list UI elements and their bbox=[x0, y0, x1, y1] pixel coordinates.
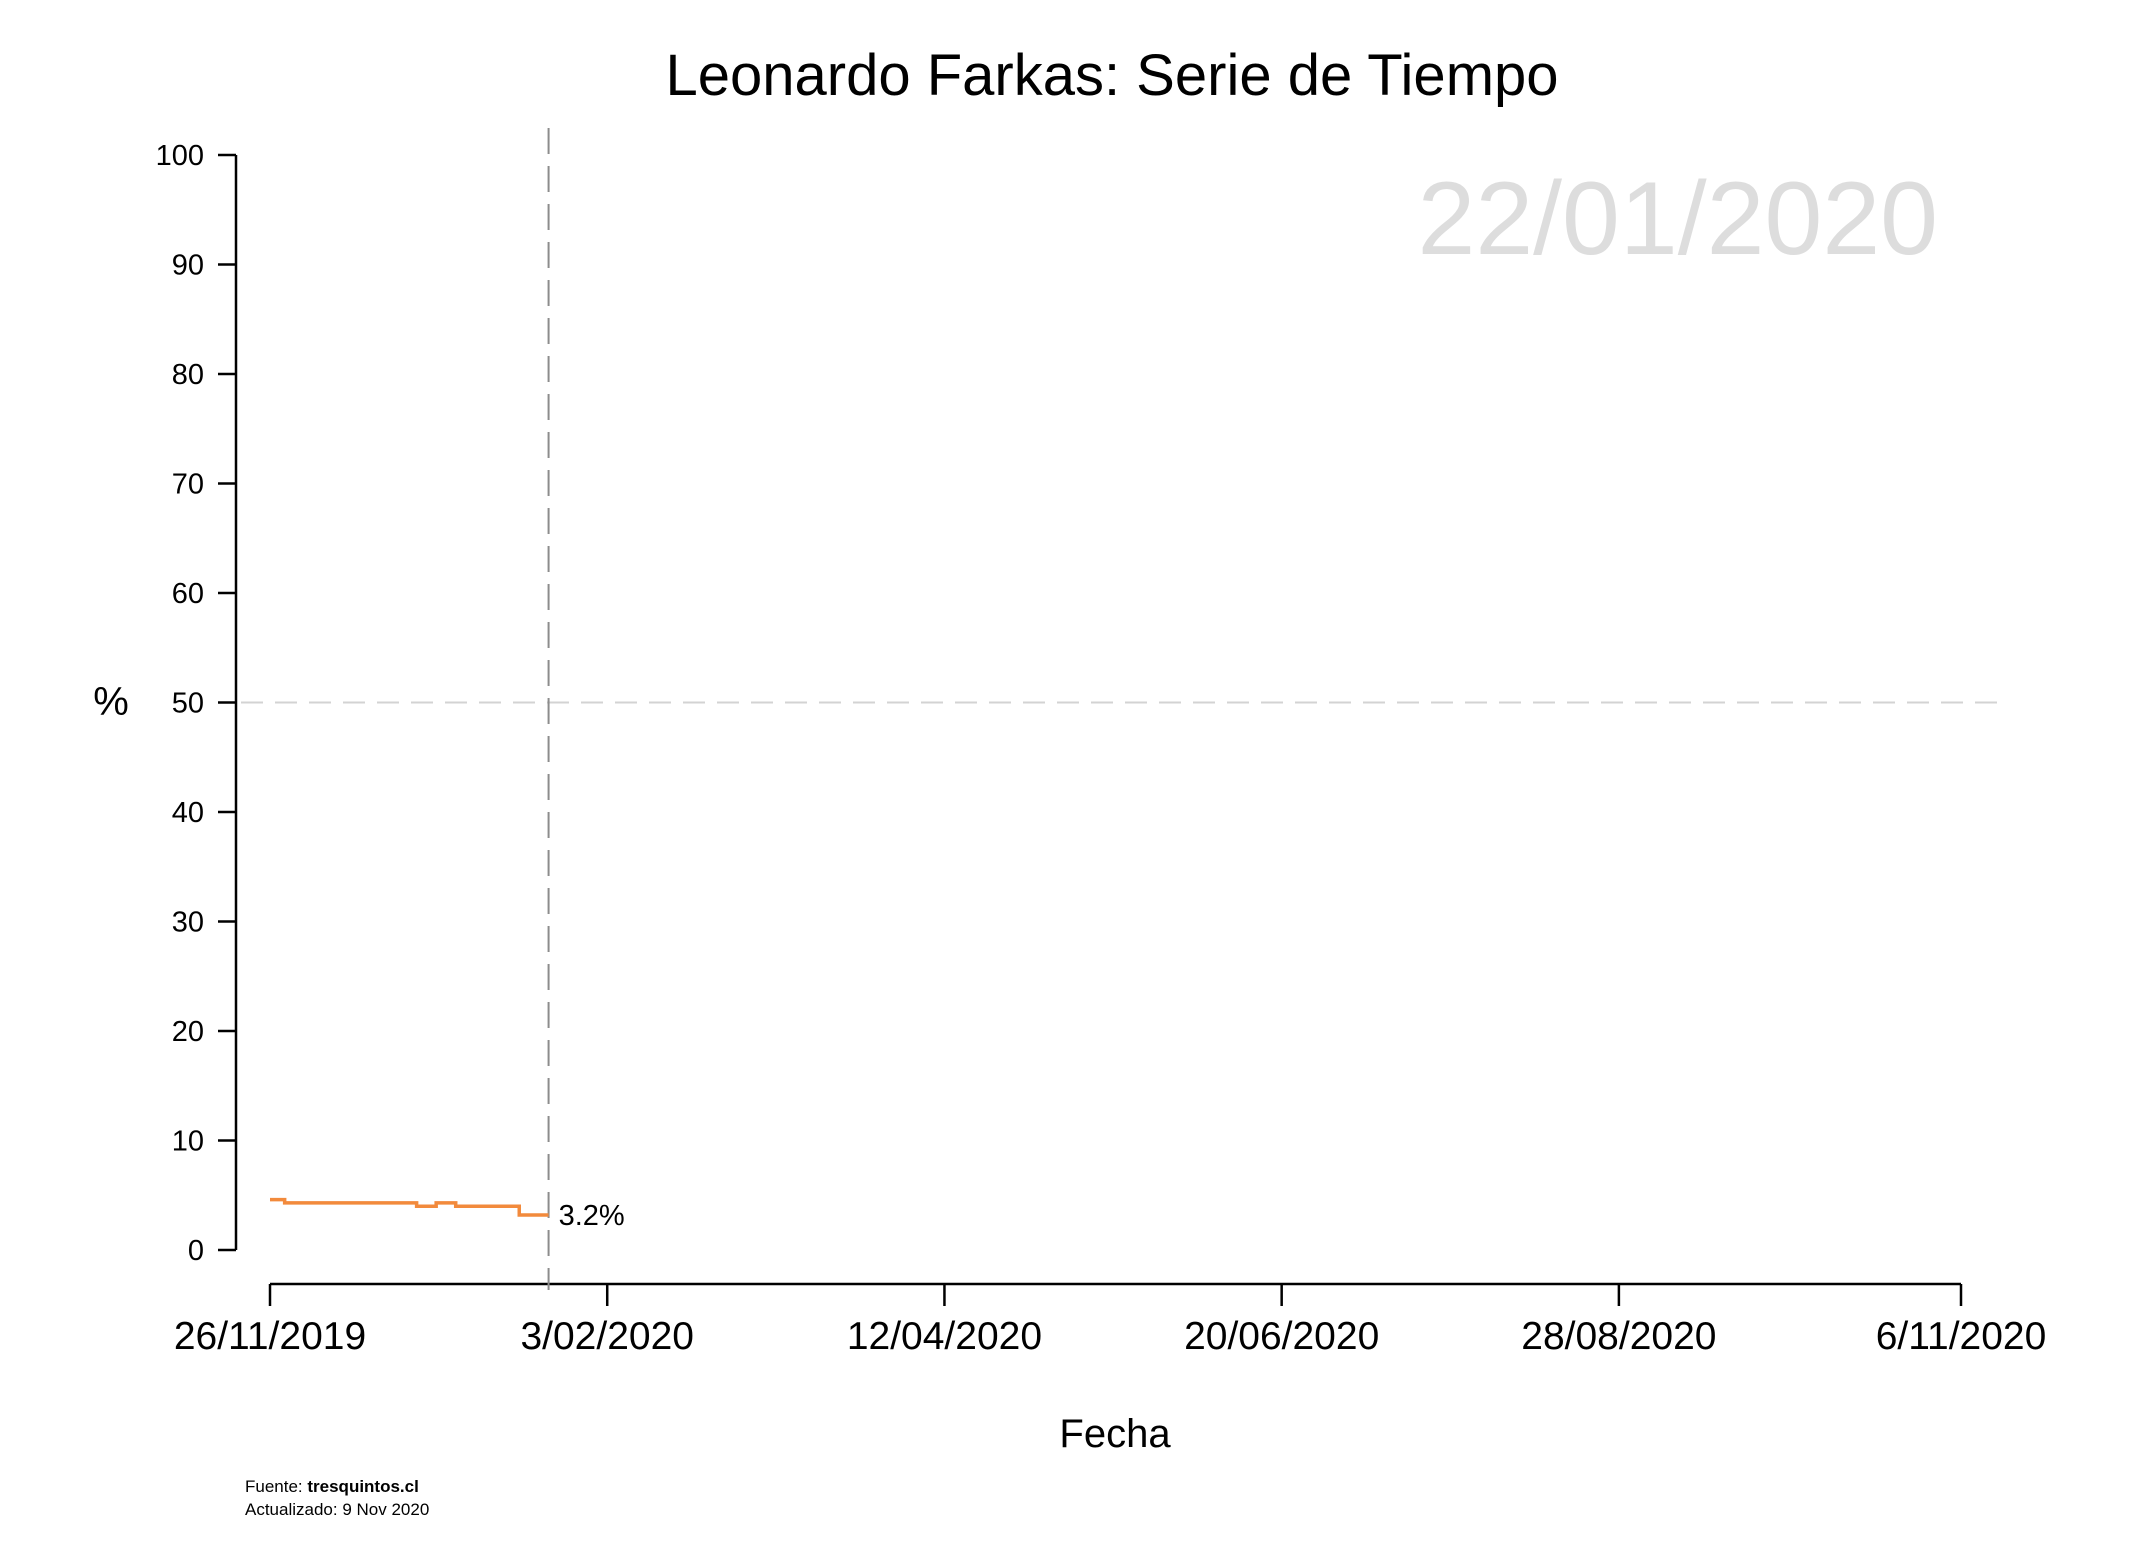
y-tick-label: 90 bbox=[172, 250, 204, 282]
footer-source-prefix: Fuente: bbox=[245, 1477, 307, 1496]
y-tick-label: 70 bbox=[172, 469, 204, 501]
y-axis-label: % bbox=[93, 680, 129, 724]
x-tick-label: 3/02/2020 bbox=[520, 1315, 694, 1358]
footer-source: Fuente: tresquintos.cl bbox=[245, 1477, 419, 1496]
footer-updated: Actualizado: 9 Nov 2020 bbox=[245, 1500, 429, 1519]
y-tick-label: 10 bbox=[172, 1126, 204, 1158]
y-tick-label: 20 bbox=[172, 1016, 204, 1048]
y-axis-ticks: 0 10 20 30 40 50 60 70 80 90 100 bbox=[156, 140, 236, 1267]
y-tick-label: 100 bbox=[156, 140, 204, 172]
series-line bbox=[270, 1197, 549, 1217]
y-tick-label: 80 bbox=[172, 359, 204, 391]
footer-source-name[interactable]: tresquintos.cl bbox=[307, 1477, 418, 1496]
x-tick-label: 28/08/2020 bbox=[1521, 1315, 1716, 1358]
x-tick-label: 26/11/2019 bbox=[174, 1315, 366, 1358]
x-axis-ticks: 26/11/2019 3/02/2020 12/04/2020 20/06/2020 2… bbox=[174, 1284, 2046, 1358]
x-tick-label: 20/06/2020 bbox=[1184, 1315, 1379, 1358]
x-tick-label: 12/04/2020 bbox=[847, 1315, 1042, 1358]
x-tick-label: 6/11/2020 bbox=[1876, 1315, 2047, 1358]
y-tick-label: 40 bbox=[172, 797, 204, 829]
x-axis-label: Fecha bbox=[1059, 1412, 1171, 1456]
y-tick-label: 50 bbox=[172, 688, 204, 720]
chart-title: Leonardo Farkas: Serie de Tiempo bbox=[665, 43, 1558, 108]
series-layer bbox=[270, 1197, 549, 1217]
end-value-label: 3.2% bbox=[559, 1200, 625, 1232]
current-date-watermark: 22/01/2020 bbox=[1417, 161, 1938, 277]
y-tick-label: 0 bbox=[188, 1235, 204, 1267]
y-tick-label: 30 bbox=[172, 907, 204, 939]
y-tick-label: 60 bbox=[172, 578, 204, 610]
